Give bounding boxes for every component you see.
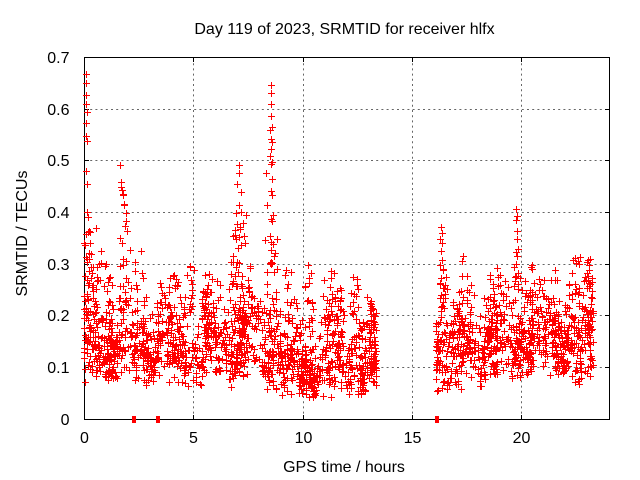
svg-text:0.5: 0.5 <box>47 153 69 170</box>
svg-text:GPS time / hours: GPS time / hours <box>283 459 405 476</box>
svg-text:15: 15 <box>404 430 422 447</box>
svg-text:0.2: 0.2 <box>47 308 69 325</box>
svg-text:0.3: 0.3 <box>47 257 69 274</box>
svg-text:0.6: 0.6 <box>47 102 69 119</box>
svg-text:0: 0 <box>61 412 70 429</box>
svg-text:0: 0 <box>80 430 89 447</box>
svg-text:10: 10 <box>295 430 313 447</box>
svg-text:0.7: 0.7 <box>47 50 69 67</box>
svg-text:20: 20 <box>513 430 531 447</box>
svg-text:Day 119 of 2023, SRMTID for re: Day 119 of 2023, SRMTID for receiver hlf… <box>194 21 494 38</box>
svg-text:5: 5 <box>189 430 198 447</box>
svg-text:0.4: 0.4 <box>47 205 69 222</box>
svg-text:0.1: 0.1 <box>47 360 69 377</box>
svg-text:SRMTID / TECUs: SRMTID / TECUs <box>14 171 31 297</box>
